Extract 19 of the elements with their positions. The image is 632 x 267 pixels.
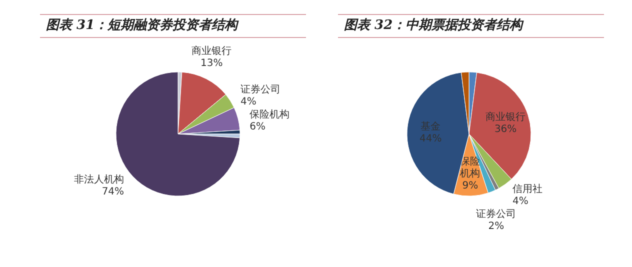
chart-title: 图表 32：中期票据投资者结构 [338, 14, 604, 38]
data-label: 9% [462, 180, 478, 192]
slice-label: 信用社 [512, 182, 542, 195]
slice-label: 商业银行 [486, 111, 526, 124]
data-label: 74% [102, 186, 124, 198]
data-label: 4% [512, 196, 528, 207]
data-label: 36% [494, 124, 517, 136]
slice-label: 基金 [420, 120, 441, 133]
data-label: 44% [420, 134, 442, 145]
slice-label: 非法人机构 [74, 174, 124, 186]
slice-label: 商业银行 [192, 45, 232, 58]
data-label: 4% [240, 96, 256, 108]
data-label: 13% [200, 58, 223, 70]
slice-label: 证券公司 [240, 83, 280, 96]
data-label: 6% [250, 121, 266, 132]
slice-label: 保险机构 [250, 108, 290, 120]
chart-title: 图表 31：短期融资券投资者结构 [40, 14, 306, 38]
data-label: 2% [488, 220, 504, 232]
slice-label: 证券公司 [476, 208, 516, 220]
